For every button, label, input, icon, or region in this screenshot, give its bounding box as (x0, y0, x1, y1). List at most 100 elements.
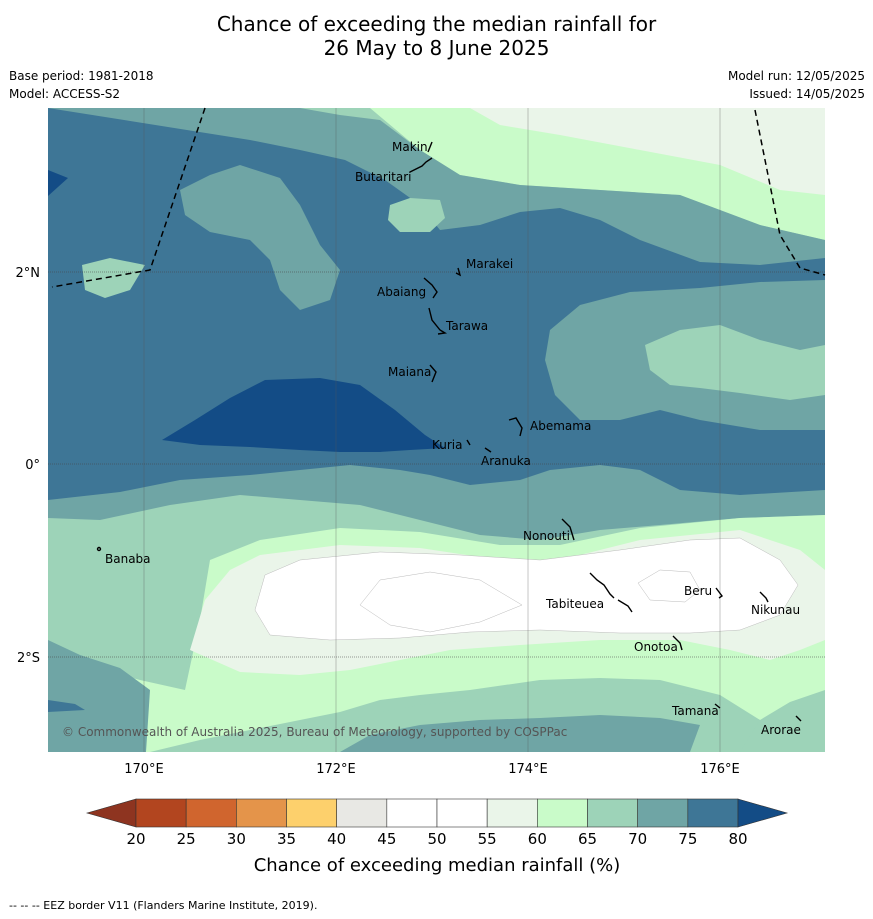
colorbar-cell (286, 798, 337, 828)
lon-label-174: 174°E (508, 762, 548, 777)
label-beru: Beru (684, 584, 712, 598)
patch-65-70-b (388, 198, 445, 232)
colorbar-cell (336, 798, 388, 828)
label-marakei: Marakei (466, 257, 513, 271)
colorbar-cell (637, 798, 689, 828)
band-80-plus (162, 378, 445, 452)
colorbar-tick-label: 70 (628, 830, 647, 848)
label-nikunau: Nikunau (751, 603, 800, 617)
island-abaiang-outline (423, 277, 438, 299)
label-tarawa: Tarawa (445, 319, 488, 333)
axis-labels: 170°E 172°E 174°E 176°E 2°N 0° 2°S (16, 266, 740, 777)
island-abemama-outline (508, 417, 523, 437)
label-aranuka: Aranuka (481, 454, 531, 468)
colorbar-tick-label: 45 (377, 830, 396, 848)
model-run-text: Model run: 12/05/2025 (727, 69, 865, 83)
label-nonouti: Nonouti (523, 529, 570, 543)
band-70-75-southwest (48, 520, 150, 752)
lon-label-176: 176°E (700, 762, 740, 777)
colorbar-tick-label: 30 (227, 830, 246, 848)
label-kuria: Kuria (432, 438, 463, 452)
island-kuria-outline (466, 439, 471, 446)
eez-footnote: -- -- -- EEZ border V11 (Flanders Marine… (9, 899, 318, 912)
lat-label-0: 0° (25, 458, 40, 473)
colorbar-cell (436, 798, 488, 828)
island-makin-outline (427, 141, 433, 153)
colorbar-tick-label: 40 (327, 830, 346, 848)
copyright-text: © Commonwealth of Australia 2025, Bureau… (62, 725, 567, 739)
label-arorae: Arorae (761, 723, 801, 737)
colorbar-cell (486, 798, 538, 828)
colorbar-tick-label: 65 (578, 830, 597, 848)
lon-label-172: 172°E (316, 762, 356, 777)
island-marakei-outline (455, 267, 462, 277)
colorbar-tick-label: 60 (528, 830, 547, 848)
title-line-1: Chance of exceeding the median rainfall … (216, 12, 657, 36)
base-period-text: Base period: 1981-2018 (9, 69, 154, 83)
lat-label-2s: 2°S (17, 651, 40, 666)
lat-label-2n: 2°N (16, 266, 41, 281)
colorbar: 20 25 30 35 40 45 50 55 60 65 70 75 80 Chance of exc… (85, 798, 789, 876)
run-info: Model run: 12/05/2025 Issued: 14/05/2025 (728, 67, 865, 103)
island-beru-outline (715, 587, 724, 599)
colorbar-tick-label: 20 (126, 830, 145, 848)
island-outlines (96, 141, 802, 722)
contour-50 (359, 571, 523, 633)
colorbar-cell (135, 798, 187, 828)
model-name-text: Model: ACCESS-S2 (9, 87, 121, 101)
colorbar-cell (587, 798, 638, 828)
band-70-75-south (340, 715, 700, 752)
colorbar-high-arrow (737, 798, 789, 828)
eez-border-west (51, 107, 206, 288)
island-tamana-outline (714, 703, 721, 709)
lon-label-170: 170°E (124, 762, 164, 777)
label-abemama: Abemama (530, 419, 591, 433)
island-aranuka-outline (484, 447, 492, 453)
map-title: Chance of exceeding the median rainfall … (0, 12, 873, 60)
colorbar-low-arrow (85, 798, 137, 828)
place-labels: Makin Butaritari Marakei Abaiang Tarawa … (105, 140, 801, 737)
map-gridlines (143, 108, 721, 752)
band-80-plus-west (48, 170, 68, 196)
island-maiana-outline (429, 364, 437, 383)
colorbar-cell (687, 798, 739, 828)
island-banaba-outline (96, 546, 102, 552)
latitude-lines (48, 271, 825, 658)
label-butaritari: Butaritari (355, 170, 412, 184)
eez-border (51, 107, 826, 288)
colorbar-label: Chance of exceeding median rainfall (%) (254, 855, 621, 876)
colorbar-cell (537, 798, 588, 828)
colorbar-cells (135, 798, 739, 828)
label-banaba: Banaba (105, 552, 151, 566)
island-onotoa-outline (672, 635, 683, 651)
patch-65-70-east (645, 325, 825, 400)
island-nikunau-outline (759, 591, 769, 603)
island-nonouti-outline (561, 518, 575, 541)
label-makin: Makin (392, 140, 428, 154)
island-tabiteuea-south-outline (617, 599, 633, 613)
colorbar-tick-label: 35 (277, 830, 296, 848)
label-abaiang: Abaiang (377, 285, 426, 299)
colorbar-tick-label: 75 (678, 830, 697, 848)
colorbar-tick-label: 25 (177, 830, 196, 848)
colorbar-tick-label: 80 (728, 830, 747, 848)
island-tabiteuea-outline (589, 572, 615, 599)
island-butaritari-outline (409, 157, 433, 173)
band-75-80-southwest (48, 700, 85, 712)
patch-70-75-a (180, 165, 340, 310)
colorbar-cell (185, 798, 237, 828)
colorbar-tick-label: 55 (478, 830, 497, 848)
label-tamana: Tamana (671, 704, 719, 718)
patch-65-70-a (82, 258, 145, 298)
model-info: Base period: 1981-2018 Model: ACCESS-S2 (9, 67, 154, 103)
colorbar-tick-label: 50 (427, 830, 446, 848)
colorbar-cell (236, 798, 287, 828)
title-line-2: 26 May to 8 June 2025 (323, 36, 550, 60)
colorbar-ticks: 20 25 30 35 40 45 50 55 60 65 70 75 80 (126, 830, 747, 848)
issued-text: Issued: 14/05/2025 (749, 87, 865, 101)
eez-border-east (754, 109, 826, 276)
label-onotoa: Onotoa (634, 640, 678, 654)
label-maiana: Maiana (388, 365, 431, 379)
island-tarawa-outline (428, 307, 448, 335)
